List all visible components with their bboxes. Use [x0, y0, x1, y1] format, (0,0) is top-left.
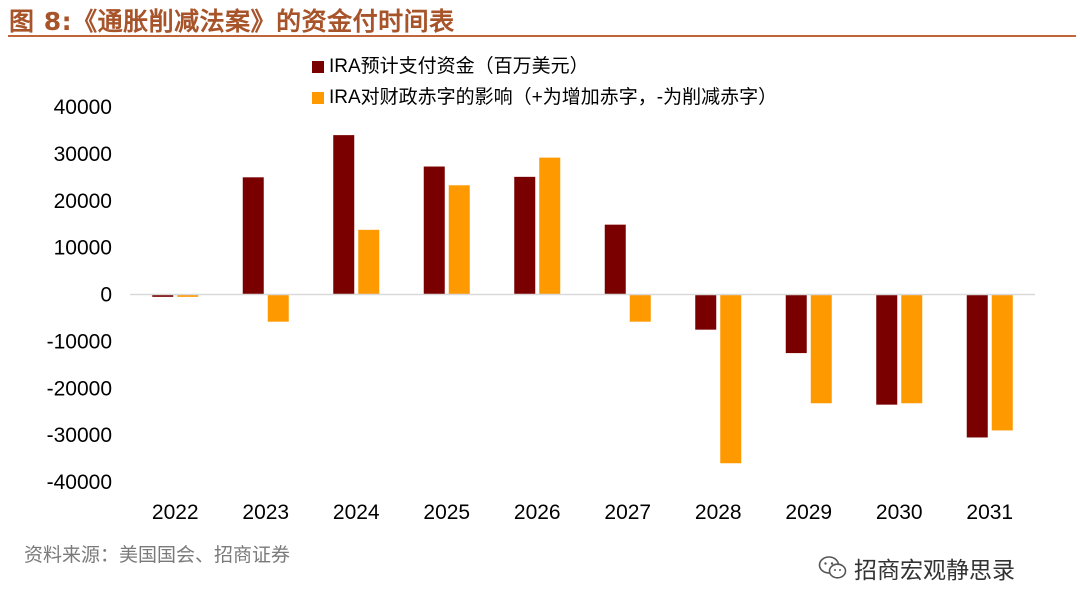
x-tick-label: 2024	[333, 501, 380, 524]
bar-payment-2022	[152, 294, 174, 297]
bar-payment-2025	[423, 166, 445, 295]
title-divider	[8, 35, 1076, 37]
legend-label-1: IRA预计支付资金（百万美元）	[329, 55, 589, 77]
legend-swatch-2	[312, 92, 324, 104]
legend-label-2: IRA对财政赤字的影响（+为增加赤字，-为削减赤字）	[329, 86, 777, 108]
bar-payment-2030	[876, 294, 898, 405]
bar-deficit-2029	[810, 294, 832, 404]
bar-deficit-2024	[358, 229, 380, 295]
y-tick-label: 0	[100, 284, 112, 307]
bar-payment-2024	[333, 135, 355, 295]
y-tick-label: -20000	[47, 377, 112, 400]
x-tick-label: 2027	[604, 501, 651, 524]
y-tick-label: 40000	[54, 96, 112, 119]
legend-swatch-1	[312, 61, 324, 73]
bar-deficit-2028	[720, 294, 742, 464]
y-tick-label: -40000	[47, 471, 112, 494]
y-tick-label: -10000	[47, 330, 112, 353]
bar-payment-2027	[604, 224, 626, 295]
bar-payment-2029	[785, 294, 807, 354]
watermark-text: 招商宏观静思录	[854, 558, 1015, 584]
bar-chart: 40000 30000 20000 10000 0 -10000 -20000 -30000 -…	[47, 55, 1035, 524]
x-tick-label: 2025	[423, 501, 470, 524]
bar-payment-2031	[966, 294, 988, 438]
bar-deficit-2030	[901, 294, 923, 404]
bar-deficit-2031	[991, 294, 1013, 431]
y-tick-label: 10000	[54, 237, 112, 260]
source-note: 资料来源：美国国会、招商证券	[24, 544, 291, 566]
x-tick-label: 2031	[966, 501, 1013, 524]
bar-payment-2028	[695, 294, 717, 330]
bar-deficit-2027	[629, 294, 651, 322]
x-tick-label: 2028	[695, 501, 742, 524]
bar-payment-2026	[514, 176, 536, 295]
x-tick-label: 2023	[242, 501, 289, 524]
x-tick-label: 2029	[785, 501, 832, 524]
y-tick-label: 30000	[54, 143, 112, 166]
bar-payment-2023	[242, 177, 264, 295]
wechat-icon	[818, 556, 847, 579]
figure-title: 图 8:《通胀削减法案》的资金付时间表	[9, 7, 455, 36]
bar-deficit-2025	[448, 185, 470, 295]
bar-deficit-2023	[267, 294, 289, 322]
x-tick-label: 2022	[152, 501, 199, 524]
bar-deficit-2026	[539, 157, 561, 295]
x-tick-label: 2030	[876, 501, 923, 524]
y-tick-label: 20000	[54, 190, 112, 213]
x-tick-label: 2026	[514, 501, 561, 524]
y-tick-label: -30000	[47, 424, 112, 447]
watermark: 招商宏观静思录	[818, 551, 1015, 585]
bar-deficit-2022	[177, 294, 199, 297]
